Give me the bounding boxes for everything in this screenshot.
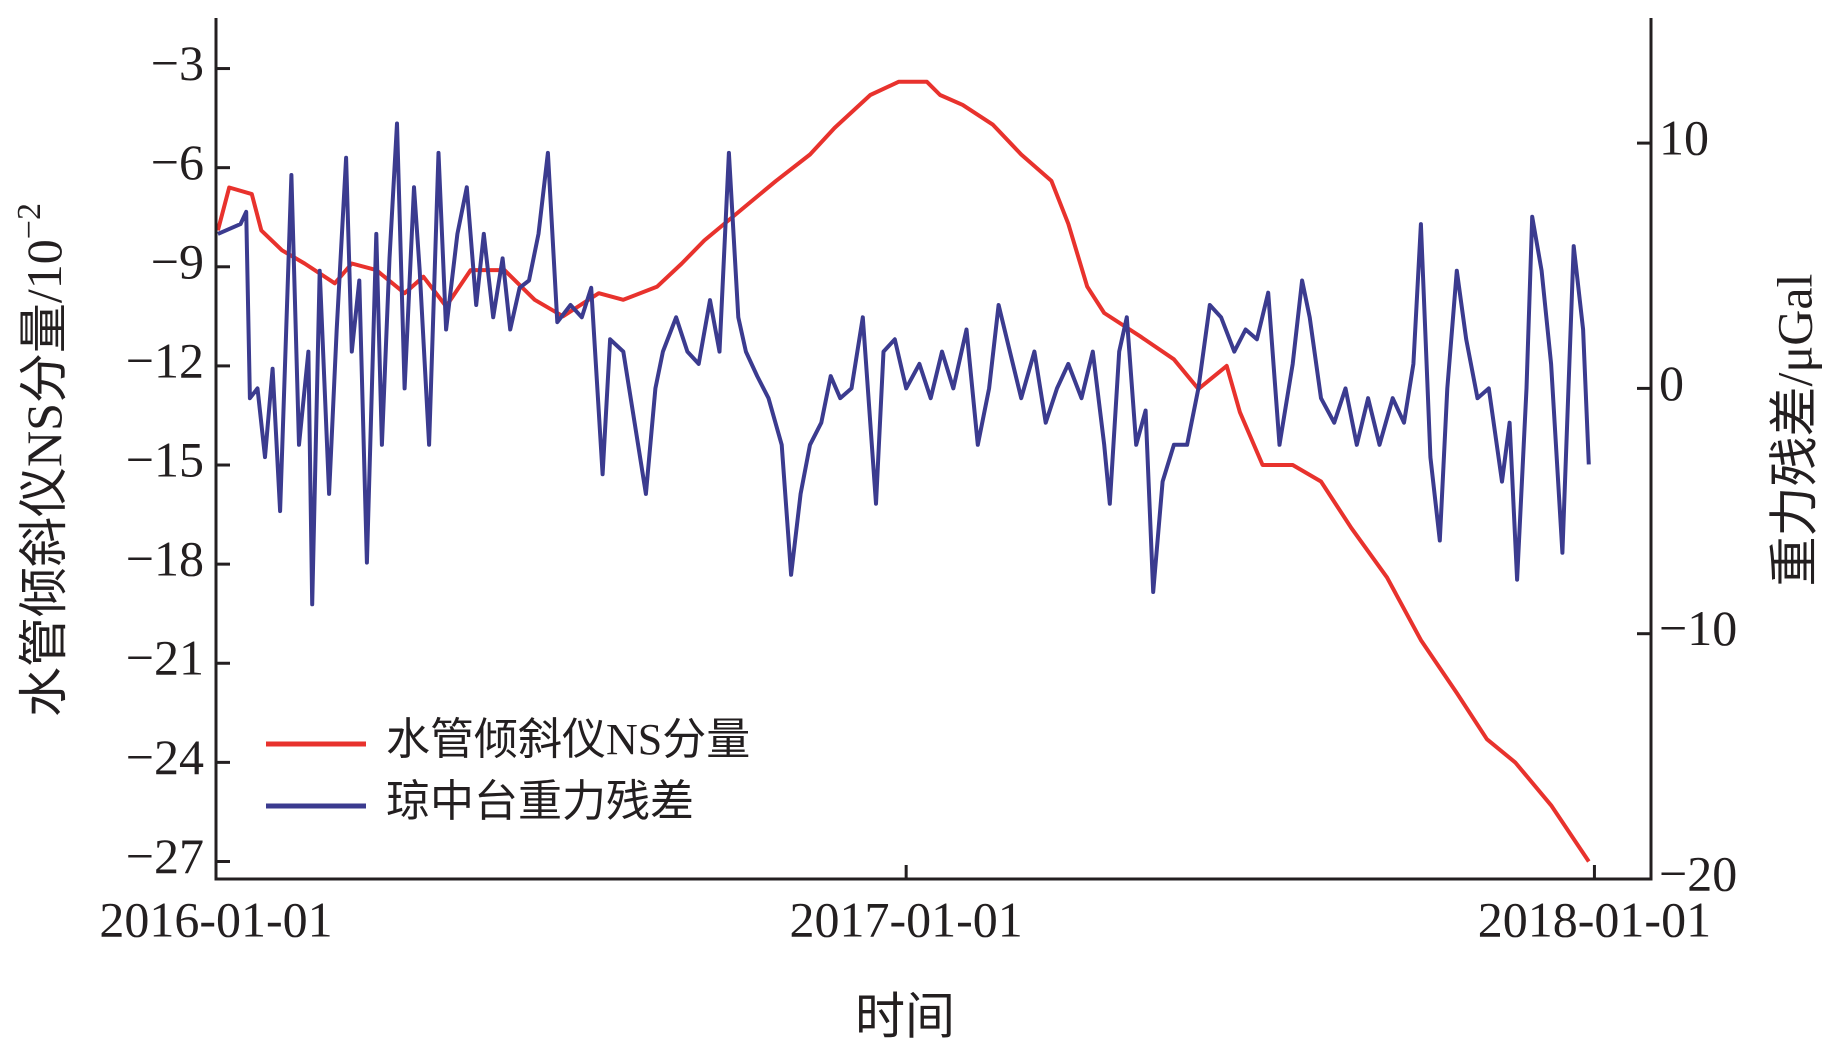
x-axis-label: 时间 [855,988,955,1044]
x-tick-label: 2016-01-01 [99,891,332,947]
legend-label: 水管倾斜仪NS分量 [386,715,750,764]
y-axis-label-text: 水管倾斜仪NS分量/10 [16,239,72,717]
y2-axis-label: 重力残差/μGal [1766,274,1822,587]
plot-marks [215,79,1591,863]
legend-label: 琼中台重力残差 [386,777,694,826]
y-tick-label: −12 [126,332,204,388]
y-tick-label: −15 [126,431,204,487]
y-tick-label: −9 [151,233,204,289]
y-axis-label-exponent: −2 [11,203,48,239]
y-tick-label: −18 [126,531,204,587]
x-tick-label: 2018-01-01 [1478,891,1711,947]
series-line [217,121,1591,607]
y-tick-label: −6 [151,134,204,190]
y2-tick-label: −10 [1659,600,1737,656]
y-tick-label: −24 [126,729,204,785]
y2-tick-label: 10 [1659,110,1709,166]
y-tick-label: −27 [126,828,204,884]
x-tick-label: 2017-01-01 [790,891,1023,947]
y-tick-label: −21 [126,630,204,686]
y2-tick-label: 0 [1659,355,1684,411]
y2-tick-label: −20 [1659,845,1737,901]
y-tick-label: −3 [151,35,204,91]
axes-frame [214,18,1653,881]
y-axis-label: 水管倾斜仪NS分量/10−2 [11,203,73,717]
